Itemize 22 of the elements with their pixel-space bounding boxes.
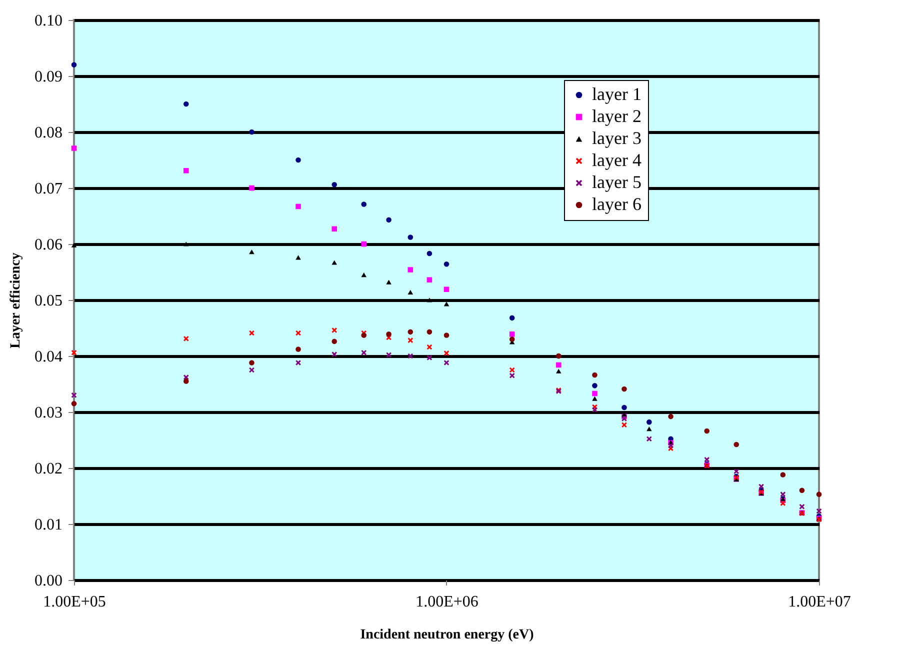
y-tick-label: 0.07 bbox=[34, 180, 62, 198]
x-axis-title: Incident neutron energy (eV) bbox=[360, 628, 534, 642]
x-tick-label: 1.00E+05 bbox=[43, 594, 106, 610]
x-tick-label: 1.00E+07 bbox=[788, 594, 851, 610]
y-tick-label: 0.01 bbox=[34, 516, 62, 534]
x-tick-label: 1.00E+06 bbox=[416, 594, 478, 610]
y-tick-label: 0.08 bbox=[34, 124, 62, 142]
legend-label: layer 6 bbox=[592, 194, 642, 214]
y-tick-label: 0.03 bbox=[34, 404, 62, 422]
legend-label: layer 4 bbox=[592, 150, 642, 170]
y-tick-label: 0.10 bbox=[34, 12, 62, 30]
y-tick-label: 0.00 bbox=[34, 572, 62, 590]
y-tick-label: 0.04 bbox=[34, 348, 62, 366]
y-tick-label: 0.05 bbox=[34, 292, 62, 310]
legend-label: layer 5 bbox=[592, 172, 642, 192]
legend-label: layer 3 bbox=[592, 128, 642, 148]
y-tick-label: 0.02 bbox=[34, 460, 62, 478]
legend-label: layer 1 bbox=[592, 84, 642, 104]
y-tick-label: 0.06 bbox=[34, 236, 62, 254]
legend-label: layer 2 bbox=[592, 106, 642, 126]
y-tick-label: 0.09 bbox=[34, 68, 62, 86]
y-axis-title: Layer efficiency bbox=[8, 252, 24, 348]
